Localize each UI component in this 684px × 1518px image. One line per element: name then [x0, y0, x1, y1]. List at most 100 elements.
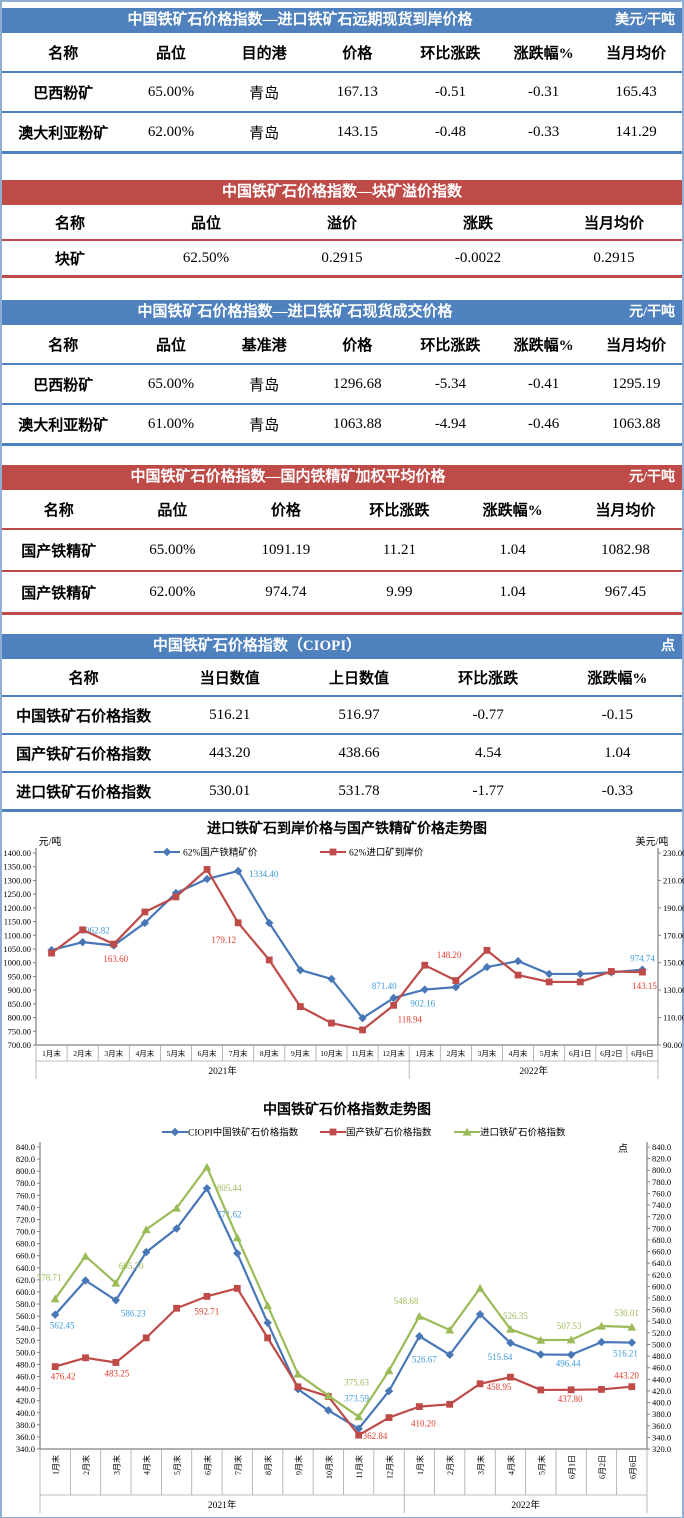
svg-text:110.00: 110.00	[663, 1013, 684, 1023]
column-header: 当月均价	[606, 45, 667, 62]
category-label: 4月末	[142, 1455, 152, 1475]
legend-marker	[329, 1128, 337, 1136]
data-point-label: 515.64	[488, 1352, 513, 1362]
svg-text:520.0: 520.0	[16, 1335, 35, 1345]
data-point-label: 805.44	[217, 1183, 242, 1193]
data-cell: 65.00%	[124, 71, 218, 112]
column-header: 环比涨跌	[369, 502, 430, 519]
svg-text:1250.00: 1250.00	[3, 889, 31, 899]
svg-text:820.0: 820.0	[16, 1154, 35, 1164]
category-label: 6月6日	[631, 1049, 654, 1058]
line-chart-svg: 中国铁矿石价格指数走势图840.0820.0800.0780.0760.0740…	[16, 1101, 671, 1513]
legend-label: 62%国产铁精矿价	[183, 847, 258, 859]
svg-text:660.0: 660.0	[652, 1247, 671, 1257]
svg-text:560.0: 560.0	[652, 1305, 671, 1315]
category-label: 12月末	[382, 1048, 405, 1058]
series-国产铁矿石价格指数: 476.42 483.25 592.71 362.84 410.20 458.95 437.…	[51, 1284, 639, 1441]
svg-text:420.0: 420.0	[652, 1386, 671, 1396]
column-header: 涨跌幅%	[587, 670, 648, 687]
column-header: 目的港	[241, 45, 287, 62]
data-point-label: 562.45	[50, 1321, 75, 1331]
svg-text:500.0: 500.0	[16, 1347, 35, 1357]
category-label: 5月末	[536, 1455, 546, 1475]
category-label: 4月末	[509, 1048, 528, 1058]
svg-text:540.0: 540.0	[16, 1323, 35, 1333]
table-title-bar: 中国铁矿石价格指数（CIOPI） 点	[2, 634, 682, 659]
table-import-spot-price: 中国铁矿石价格指数—进口铁矿石现货成交价格 元/干吨 名称 品位 基准港 价格 环比涨跌…	[2, 300, 682, 446]
svg-text:760.0: 760.0	[16, 1190, 35, 1200]
svg-text:480.0: 480.0	[16, 1359, 35, 1369]
triangle-marker	[172, 1203, 181, 1212]
year-label: 2021年	[208, 1499, 237, 1511]
row-name-cell: 巴西粉矿	[2, 71, 125, 112]
table-row: 进口铁矿石价格指数 530.01 531.78 -1.77 -0.33	[2, 771, 682, 811]
triangle-marker	[202, 1162, 212, 1171]
category-label: 6月2日	[598, 1455, 607, 1479]
row-name-cell: 国产铁精矿	[2, 570, 116, 614]
legend-label: 进口铁矿石价格指数	[480, 1127, 566, 1139]
category-label: 1月末	[51, 1455, 61, 1475]
data-cell: -0.51	[403, 71, 498, 112]
diamond-marker	[384, 1386, 394, 1396]
category-label: 10月末	[320, 1048, 343, 1058]
diamond-marker	[576, 969, 585, 979]
triangle-marker	[506, 1324, 515, 1333]
chart-title: 中国铁矿石价格指数走势图	[263, 1101, 431, 1118]
square-marker	[507, 1373, 514, 1381]
diamond-marker	[50, 1310, 60, 1319]
triangle-marker	[566, 1335, 576, 1344]
svg-text:840.0: 840.0	[652, 1142, 671, 1152]
data-cell: -0.0022	[410, 239, 546, 277]
category-label: 6月1日	[568, 1455, 577, 1479]
column-header: 当月均价	[595, 502, 656, 519]
data-point-label: 163.60	[103, 954, 128, 964]
category-label: 11月末	[351, 1048, 374, 1058]
y-axis-left: 1400.00 1350.00 1300.00 1250.00 1200.00 1150.…	[3, 848, 36, 1050]
diamond-marker	[111, 1296, 121, 1305]
column-header: 价格	[342, 45, 373, 62]
data-cell: 531.78	[294, 771, 424, 811]
square-marker	[415, 1403, 423, 1410]
triangle-marker	[536, 1335, 546, 1344]
svg-text:680.0: 680.0	[16, 1239, 35, 1249]
table-domestic-concentrate-price: 中国铁矿石价格指数—国内铁精矿加权平均价格 元/干吨 名称 品位 价格 环比涨跌 涨跌幅…	[2, 465, 682, 615]
column-header: 名称	[48, 337, 79, 354]
column-header: 品位	[155, 337, 186, 354]
data-cell: 167.13	[310, 71, 404, 112]
square-marker	[537, 1386, 545, 1394]
square-marker	[483, 946, 491, 954]
category-label: 2月末	[73, 1048, 92, 1058]
category-label: 2月末	[445, 1455, 455, 1475]
svg-text:500.0: 500.0	[652, 1339, 671, 1349]
triangle-marker	[414, 1311, 424, 1320]
table-title: 中国铁矿石价格指数—进口铁矿石远期现货到岸价格	[127, 12, 473, 28]
table-header-row: 名称 品位 基准港 价格 环比涨跌 涨跌幅% 当月均价	[2, 325, 682, 364]
table-header-row: 名称 品位 目的港 价格 环比涨跌 涨跌幅% 当月均价	[2, 33, 682, 72]
svg-text:1400.00: 1400.00	[3, 848, 31, 858]
diamond-marker	[140, 918, 150, 928]
category-label: 6月6日	[628, 1455, 637, 1479]
svg-text:320.0: 320.0	[652, 1444, 671, 1454]
data-cell: 1063.88	[590, 403, 682, 445]
y-axis-right: 230.00 210.00 190.00 170.00 150.00 130.00 110.…	[658, 848, 684, 1050]
triangle-marker	[323, 1391, 333, 1400]
series-62%进口矿到岸价: 163.60 179.12 118.94 148.20 143.15	[48, 866, 657, 1034]
data-point-label: 143.15	[632, 981, 657, 991]
svg-text:400.0: 400.0	[16, 1408, 35, 1418]
row-name-cell: 中国铁矿石价格指数	[2, 695, 166, 734]
column-header: 当月均价	[583, 215, 644, 232]
svg-text:360.0: 360.0	[16, 1432, 35, 1442]
svg-text:700.0: 700.0	[16, 1227, 35, 1237]
diamond-marker	[566, 1350, 576, 1359]
svg-text:540.0: 540.0	[652, 1316, 671, 1326]
svg-text:640.0: 640.0	[16, 1263, 35, 1273]
diamond-marker	[415, 1332, 424, 1341]
data-point-label: 375.63	[344, 1378, 369, 1388]
category-label: 5月末	[172, 1455, 182, 1475]
svg-text:440.0: 440.0	[16, 1384, 35, 1394]
data-cell: -0.15	[552, 695, 682, 734]
table-title: 中国铁矿石价格指数（CIOPI）	[152, 638, 362, 654]
legend: CIOPI中国铁矿石价格指数 国产铁矿石价格指数 进口铁矿石价格指数	[162, 1127, 566, 1139]
category-label: 6月末	[202, 1455, 212, 1475]
